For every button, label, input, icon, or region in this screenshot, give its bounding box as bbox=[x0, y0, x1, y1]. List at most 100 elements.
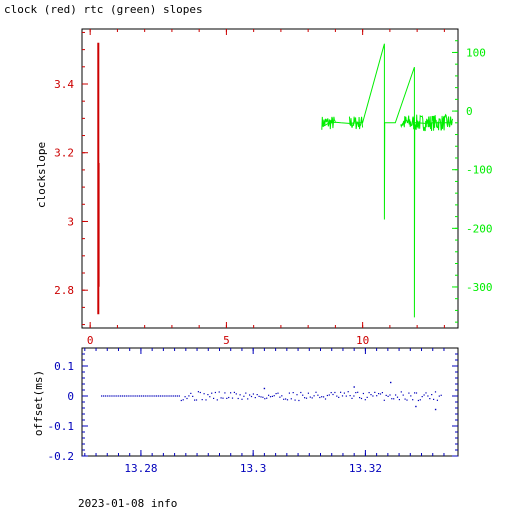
offset-point bbox=[324, 398, 327, 400]
offset-point bbox=[379, 393, 382, 395]
offset-point bbox=[264, 398, 266, 400]
offset-point bbox=[285, 398, 287, 400]
offset-chart: 13.28 13.3 13.32 0.1 0 -0.1 -0.2 offset(ms) bbox=[32, 347, 459, 475]
offset-point bbox=[419, 399, 421, 401]
offset-point bbox=[391, 398, 393, 400]
offset-point bbox=[243, 395, 245, 397]
offset-point bbox=[163, 395, 165, 397]
offset-point bbox=[173, 395, 175, 397]
offset-point bbox=[355, 392, 357, 394]
slopes-chart: 0 5 10 2.8 3 3.2 3.4 100 0 -100 -200 -300 clockslop… bbox=[35, 28, 493, 347]
offset-point bbox=[228, 396, 230, 399]
offset-point bbox=[302, 394, 304, 396]
offset-point bbox=[230, 392, 232, 394]
offset-point bbox=[273, 395, 275, 397]
offset-point bbox=[258, 395, 260, 397]
offset-point bbox=[148, 395, 150, 397]
offset-point bbox=[328, 394, 330, 396]
offset-point bbox=[220, 397, 222, 399]
offset-point bbox=[338, 396, 340, 398]
offset-point bbox=[269, 396, 272, 398]
offset-point bbox=[417, 399, 419, 402]
y-tick-label: -0.2 bbox=[48, 450, 75, 463]
offset-point bbox=[277, 392, 279, 394]
offset-point bbox=[175, 395, 177, 397]
offset-point bbox=[171, 395, 173, 397]
offset-point bbox=[340, 391, 342, 393]
offset-point bbox=[366, 396, 368, 398]
offset-point bbox=[300, 391, 302, 394]
offset-point bbox=[121, 395, 124, 397]
offset-point bbox=[110, 395, 112, 397]
offset-series bbox=[101, 381, 442, 411]
offset-point bbox=[209, 396, 211, 398]
offset-point bbox=[438, 395, 440, 397]
offset-point bbox=[188, 395, 190, 397]
y-right-tick-label: -100 bbox=[466, 164, 493, 177]
offset-point bbox=[254, 397, 256, 399]
offset-point bbox=[434, 391, 437, 393]
offset-point bbox=[288, 392, 290, 394]
offset-point bbox=[214, 391, 216, 394]
offset-point bbox=[431, 394, 433, 396]
offset-point bbox=[372, 395, 374, 397]
offset-point bbox=[440, 394, 442, 396]
offset-point bbox=[237, 397, 239, 400]
slopes-plot-frame bbox=[81, 28, 459, 329]
y-left-tick-label: 3.4 bbox=[54, 78, 74, 91]
offset-point bbox=[129, 395, 131, 397]
offset-point bbox=[194, 399, 196, 401]
offset-point bbox=[222, 397, 224, 399]
offset-point bbox=[266, 397, 268, 399]
offset-outlier-point bbox=[434, 408, 437, 411]
offset-point bbox=[199, 391, 201, 394]
offset-point bbox=[203, 393, 205, 395]
offset-point bbox=[334, 391, 336, 394]
y-right-tick-label: -300 bbox=[466, 281, 493, 294]
offset-point bbox=[250, 395, 253, 398]
offset-point bbox=[360, 397, 363, 400]
offset-point bbox=[408, 392, 410, 394]
slopes-series bbox=[97, 42, 454, 318]
offset-point bbox=[423, 394, 425, 396]
offset-point bbox=[207, 394, 209, 396]
offset-point bbox=[345, 395, 347, 397]
offset-point bbox=[241, 398, 243, 400]
offset-point bbox=[311, 397, 313, 399]
x-tick-label: 13.32 bbox=[349, 462, 382, 475]
offset-point bbox=[343, 392, 345, 394]
offset-point bbox=[275, 393, 277, 395]
offset-point bbox=[395, 394, 397, 396]
y-tick-label: -0.1 bbox=[48, 420, 75, 433]
offset-point bbox=[140, 395, 143, 397]
offset-point bbox=[125, 395, 127, 397]
offset-point bbox=[161, 395, 163, 397]
offset-point bbox=[353, 395, 355, 397]
offset-point bbox=[159, 395, 161, 397]
offset-point bbox=[157, 395, 160, 397]
offset-point bbox=[101, 395, 103, 397]
y-tick-label: 0.1 bbox=[54, 360, 74, 373]
offset-plot-frame bbox=[81, 347, 459, 457]
offset-point bbox=[235, 393, 237, 395]
offset-point bbox=[213, 397, 215, 399]
y-right-tick-label: 100 bbox=[466, 46, 486, 59]
offset-point bbox=[427, 395, 429, 397]
chart-title: clock (red) rtc (green) slopes bbox=[4, 3, 203, 16]
offset-point bbox=[290, 398, 292, 400]
y-right-tick-label: 0 bbox=[466, 105, 473, 118]
green-series-line bbox=[321, 43, 453, 318]
offset-point bbox=[167, 395, 169, 397]
offset-point bbox=[398, 399, 400, 401]
offset-point bbox=[144, 395, 146, 397]
y-left-tick-label: 3 bbox=[67, 215, 74, 228]
offset-point bbox=[374, 391, 376, 393]
offset-point bbox=[120, 395, 122, 397]
y-right-tick-label: -200 bbox=[466, 222, 493, 235]
footer-date-info: 2023-01-08 info bbox=[78, 497, 178, 510]
offset-point bbox=[317, 394, 319, 396]
offset-point bbox=[137, 395, 139, 397]
offset-point bbox=[381, 392, 383, 394]
offset-point bbox=[211, 392, 213, 394]
